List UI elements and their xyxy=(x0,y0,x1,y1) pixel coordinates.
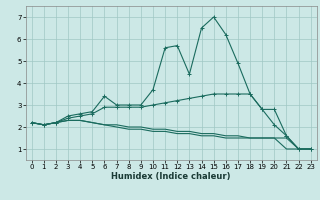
X-axis label: Humidex (Indice chaleur): Humidex (Indice chaleur) xyxy=(111,172,231,181)
